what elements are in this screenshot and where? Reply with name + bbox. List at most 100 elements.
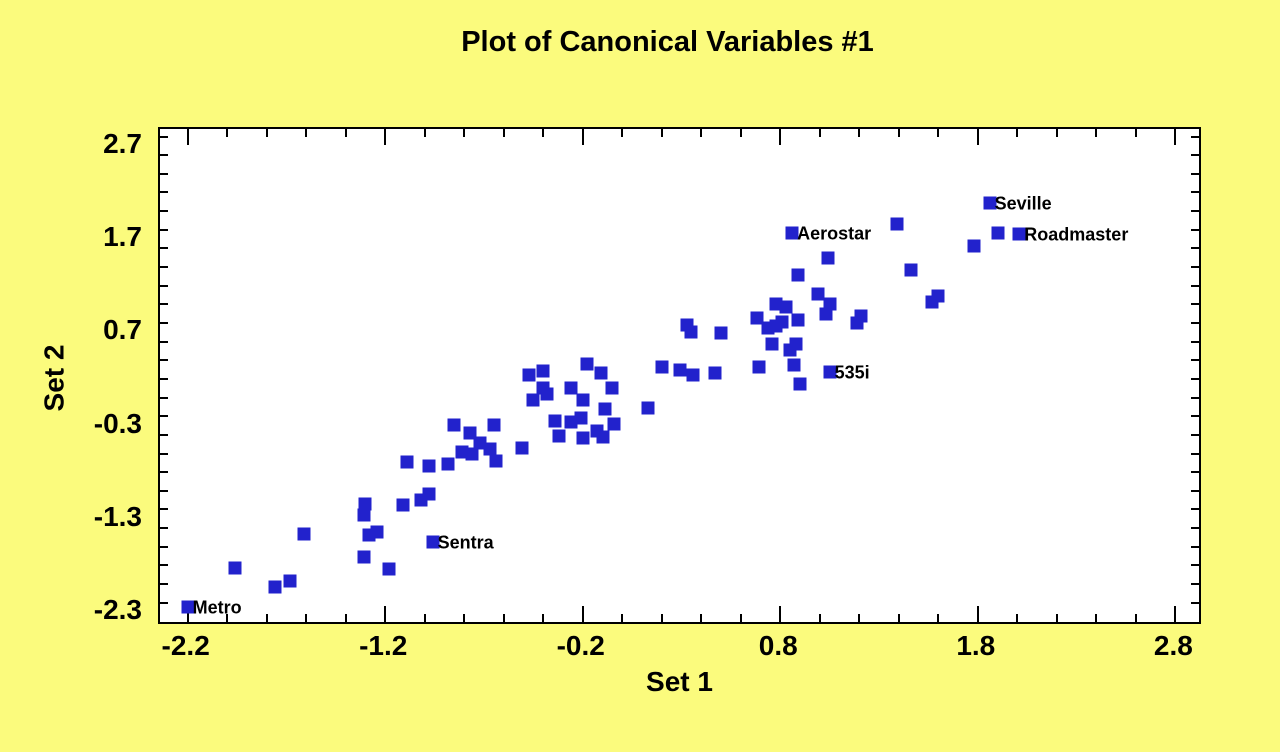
x-tick <box>186 129 189 145</box>
point-label-sentra: Sentra <box>437 532 494 553</box>
data-point-marker <box>991 226 1005 240</box>
y-tick <box>160 284 168 287</box>
y-tick <box>160 322 168 324</box>
data-point-marker <box>708 366 722 380</box>
x-tick <box>1055 129 1058 137</box>
y-tick <box>160 415 168 418</box>
data-point-marker <box>605 381 619 395</box>
data-point-marker <box>283 574 297 588</box>
data-point-marker <box>787 358 801 372</box>
y-tick <box>160 228 168 231</box>
x-tick <box>502 129 505 137</box>
point-label-aerostar: Aerostar <box>797 223 872 244</box>
y-tick <box>1191 359 1199 362</box>
data-point-marker <box>370 525 384 539</box>
y-tick <box>160 452 168 455</box>
x-tick <box>700 129 703 137</box>
data-point-marker <box>536 364 550 378</box>
y-tick-label: -1.3 <box>93 500 142 532</box>
y-tick <box>160 303 168 306</box>
y-tick <box>160 471 168 474</box>
y-tick <box>160 601 168 604</box>
x-tick-label: -1.2 <box>359 630 408 661</box>
data-point-marker <box>473 436 487 450</box>
data-point-marker <box>455 445 469 459</box>
x-tick-label: 1.8 <box>956 630 996 661</box>
y-tick <box>1191 396 1199 399</box>
y-tick-label: 0.7 <box>103 314 142 346</box>
x-tick <box>423 129 426 137</box>
data-point-marker <box>967 239 981 253</box>
y-tick <box>1191 228 1199 231</box>
y-tick <box>160 247 168 250</box>
x-tick <box>858 614 861 622</box>
data-point-marker <box>779 300 793 314</box>
y-tick <box>1191 583 1199 585</box>
x-tick <box>1055 614 1058 622</box>
y-tick <box>160 583 168 585</box>
y-tick <box>1191 433 1199 436</box>
x-tick <box>344 129 347 137</box>
y-tick <box>1191 247 1199 250</box>
data-point-marker <box>357 508 370 522</box>
data-point-marker <box>641 401 655 415</box>
x-tick <box>1174 129 1177 145</box>
x-tick-label: -2.2 <box>161 630 210 661</box>
y-tick <box>1191 471 1199 474</box>
x-tick <box>621 614 624 622</box>
y-tick-label: 1.7 <box>103 221 142 253</box>
x-tick <box>1095 614 1098 622</box>
x-tick <box>305 129 308 137</box>
data-point-marker <box>489 454 503 468</box>
y-tick <box>160 545 168 548</box>
x-tick <box>265 614 268 622</box>
data-point-marker <box>793 377 807 391</box>
y-tick <box>1191 266 1199 268</box>
y-tick-label: 2.7 <box>103 127 142 159</box>
x-tick <box>542 129 545 137</box>
y-tick <box>160 396 168 399</box>
x-tick <box>976 606 979 622</box>
y-tick <box>160 154 168 157</box>
data-point-marker <box>607 417 621 431</box>
x-tick <box>186 606 189 622</box>
data-point-marker <box>596 430 609 444</box>
point-label-metro: Metro <box>192 597 242 618</box>
data-point-marker <box>594 366 607 380</box>
data-point-marker <box>580 357 594 371</box>
data-point-marker <box>228 561 242 575</box>
x-tick <box>897 614 900 622</box>
y-tick <box>160 377 168 380</box>
data-point-marker <box>540 387 554 401</box>
x-tick <box>265 129 268 137</box>
data-point-marker <box>465 447 479 460</box>
data-point-marker <box>686 368 700 382</box>
x-tick <box>384 606 387 622</box>
y-tick <box>1191 527 1199 530</box>
x-tick <box>818 614 821 622</box>
y-tick <box>1191 452 1199 455</box>
data-point-marker <box>574 411 588 425</box>
x-tick <box>779 606 782 622</box>
point-label-roadmaster: Roadmaster <box>1024 224 1129 245</box>
data-point-marker <box>268 580 282 594</box>
data-point-marker <box>422 487 436 501</box>
data-point-marker <box>181 600 195 614</box>
data-point-marker <box>382 562 396 576</box>
y-tick <box>160 508 168 511</box>
data-point-marker <box>775 315 789 329</box>
y-tick <box>1191 340 1199 343</box>
data-point-marker <box>684 325 698 339</box>
data-point-marker <box>752 360 765 374</box>
data-point-marker <box>526 393 540 407</box>
y-tick <box>1191 303 1199 306</box>
data-point-marker <box>673 363 686 377</box>
y-tick <box>160 564 168 567</box>
x-tick <box>700 614 703 622</box>
x-tick <box>1095 129 1098 137</box>
x-tick <box>976 129 979 145</box>
y-tick <box>160 340 168 343</box>
x-tick <box>660 129 663 137</box>
x-tick <box>1134 129 1137 137</box>
data-point-marker <box>483 442 497 456</box>
